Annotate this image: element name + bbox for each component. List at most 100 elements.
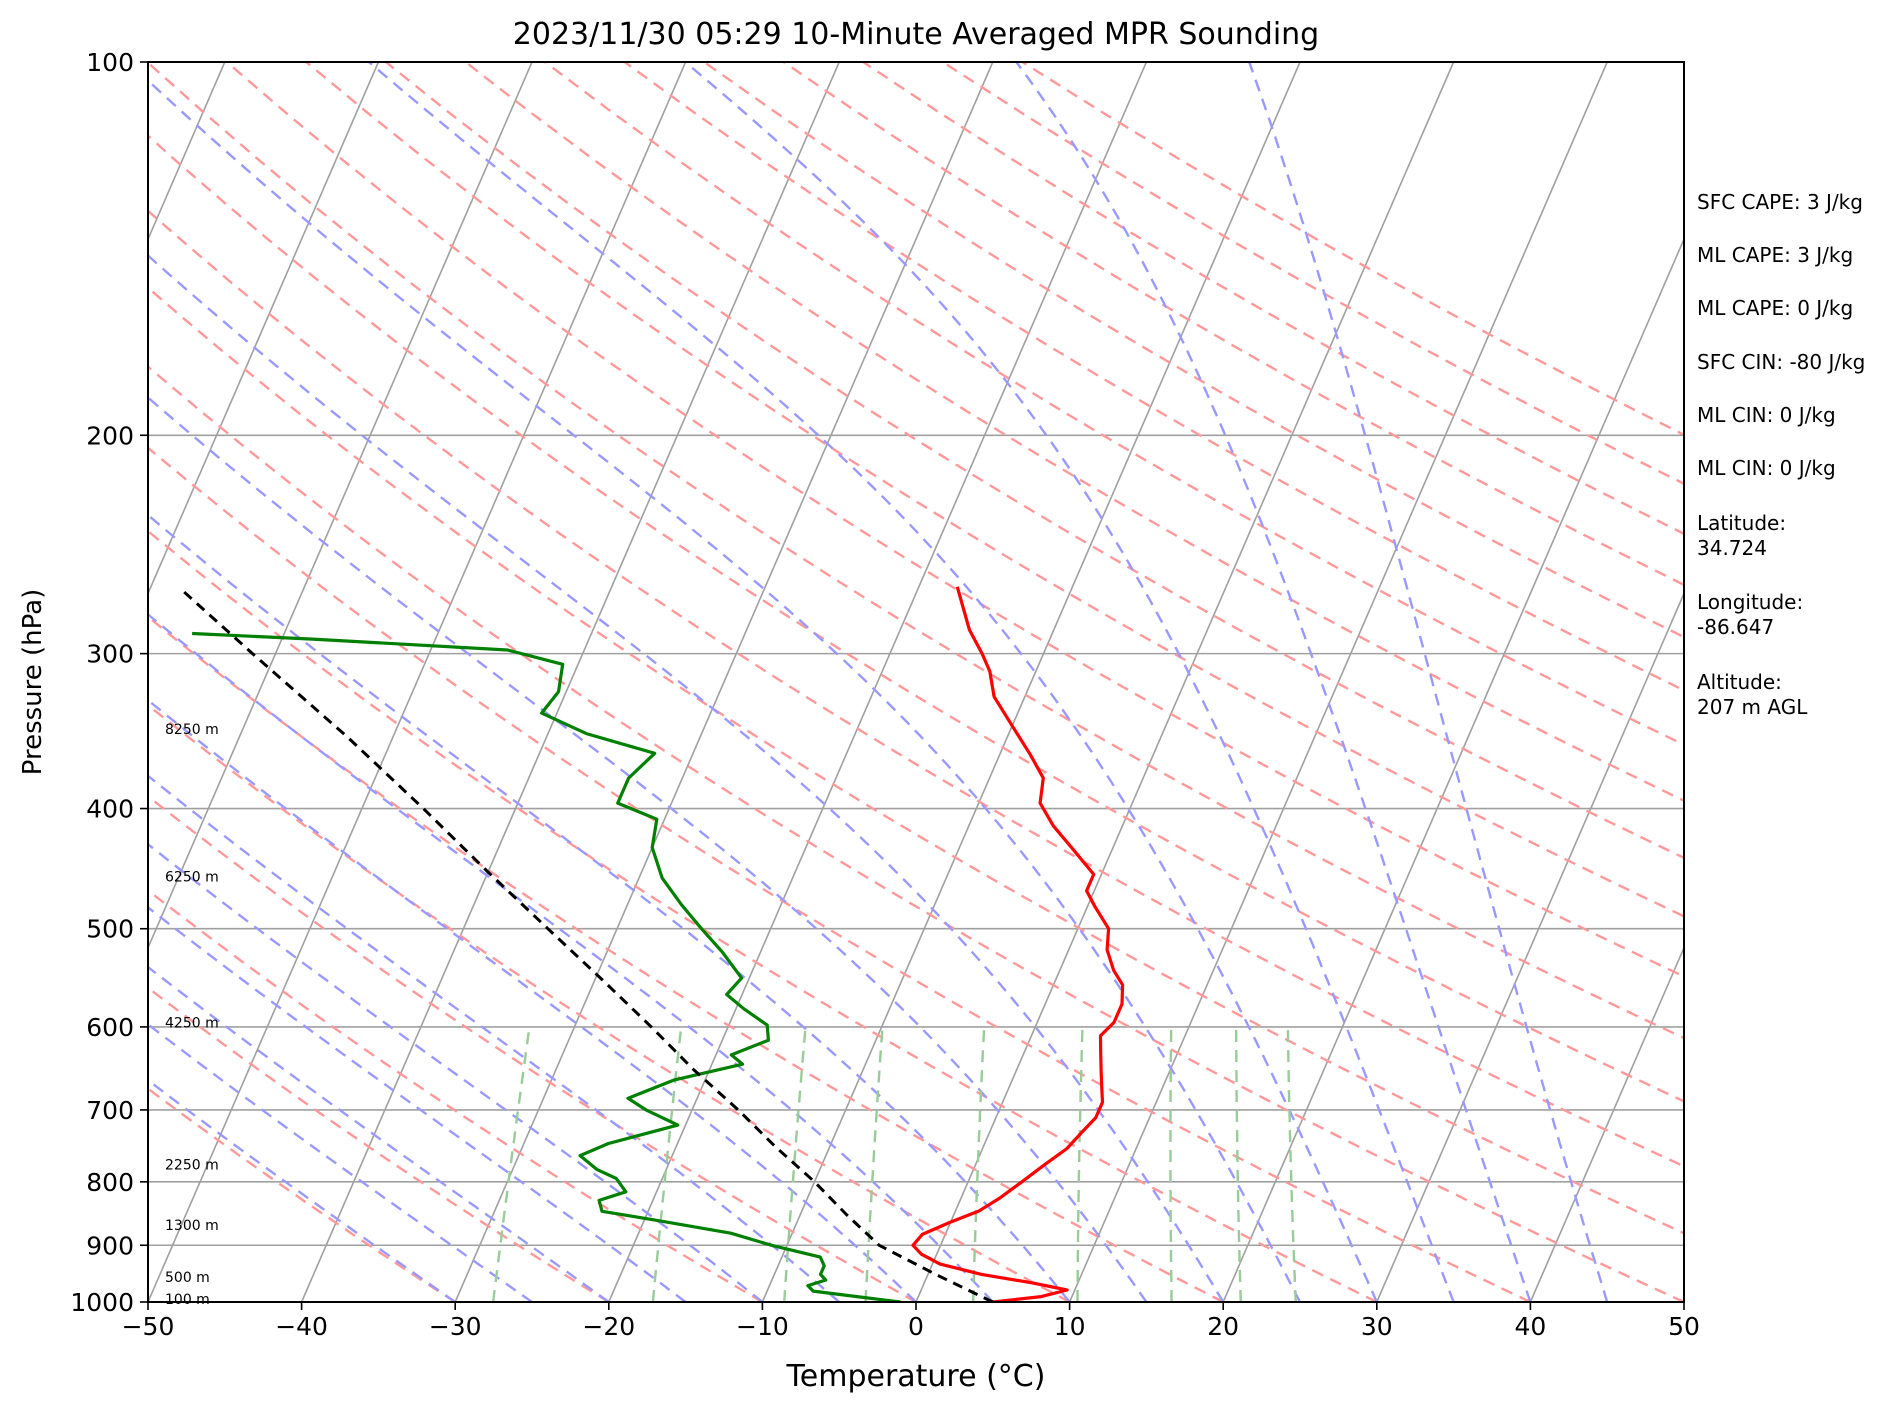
moist-adiabat-line bbox=[148, 395, 1148, 1302]
moist-adiabat-line bbox=[148, 253, 1225, 1302]
y-tick-label: 400 bbox=[86, 795, 134, 824]
dry-adiabat-line bbox=[148, 286, 1684, 1235]
mixing-ratio-line bbox=[972, 1026, 986, 1302]
height-label: 4250 m bbox=[165, 1015, 219, 1031]
chart-title: 2023/11/30 05:29 10-Minute Averaged MPR … bbox=[513, 17, 1319, 52]
ml-cin-readout: ML CIN: 0 J/kg bbox=[1697, 403, 1836, 427]
moist-adiabat-line bbox=[148, 965, 610, 1302]
dry-adiabat-line bbox=[148, 134, 1684, 1103]
y-tick-label: 700 bbox=[86, 1096, 134, 1125]
moist-adiabat-line bbox=[148, 842, 764, 1302]
height-label: 6250 m bbox=[165, 870, 219, 886]
x-axis-ticks: −50 −40 −30 −20 −10 0 10 20 30 40 50 bbox=[122, 1302, 1700, 1341]
dry-adiabat-line bbox=[148, 209, 1684, 1168]
height-label: 500 m bbox=[165, 1270, 210, 1286]
mixing-ratio-line bbox=[1169, 1026, 1173, 1302]
moist-adiabat-line bbox=[148, 78, 1302, 1302]
moist-adiabat-line bbox=[148, 698, 917, 1302]
x-tick-label: −40 bbox=[275, 1312, 328, 1341]
x-tick-label: 10 bbox=[1054, 1312, 1086, 1341]
y-tick-label: 600 bbox=[86, 1013, 134, 1042]
mixing-ratio-line bbox=[1286, 1026, 1297, 1302]
x-tick-label: −30 bbox=[429, 1312, 482, 1341]
isotherm-line bbox=[761, 62, 1301, 1302]
moist-adiabat-line bbox=[148, 905, 687, 1302]
y-tick-label: 800 bbox=[86, 1168, 134, 1197]
x-axis-label: Temperature (°C) bbox=[786, 1359, 1046, 1394]
height-labels: 8250 m 6250 m 4250 m 2250 m 1300 m 500 m 100 m bbox=[165, 722, 219, 1308]
dry-adiabat-line bbox=[148, 62, 1684, 1040]
dry-adiabat-line bbox=[226, 62, 1684, 978]
background-grid bbox=[148, 62, 1684, 1302]
parcel-path-trace bbox=[179, 587, 994, 1302]
dewpoint-trace bbox=[192, 631, 901, 1302]
mu-cape-readout: ML CAPE: 0 J/kg bbox=[1697, 296, 1854, 320]
x-tick-label: 0 bbox=[908, 1312, 924, 1341]
isotherm-line bbox=[148, 62, 687, 1302]
height-label: 1300 m bbox=[165, 1218, 219, 1234]
temperature-trace bbox=[911, 586, 1125, 1302]
mixing-ratio-line bbox=[1076, 1026, 1084, 1302]
dry-adiabat-line bbox=[148, 446, 1531, 1302]
mixing-ratio-line bbox=[491, 1026, 531, 1302]
isotherm-line bbox=[148, 62, 533, 950]
moist-adiabat-line bbox=[148, 774, 840, 1302]
dry-adiabat-line bbox=[148, 615, 1224, 1302]
height-label: 2250 m bbox=[165, 1158, 219, 1174]
y-axis-label: Pressure (hPa) bbox=[18, 589, 48, 776]
mixing-ratio-line bbox=[864, 1026, 884, 1302]
isotherm-line bbox=[1068, 62, 1608, 1302]
height-label: 8250 m bbox=[165, 722, 219, 738]
moist-adiabat-line bbox=[148, 1078, 456, 1302]
dry-adiabat-line bbox=[148, 986, 610, 1302]
y-axis-ticks: 100 200 300 400 500 600 700 800 900 1000 bbox=[70, 48, 148, 1317]
dry-adiabat-line bbox=[544, 62, 1684, 747]
x-tick-label: 50 bbox=[1668, 1312, 1700, 1341]
isotherm-line bbox=[1376, 591, 1684, 1302]
height-label: 100 m bbox=[165, 1292, 210, 1308]
isotherm-line bbox=[300, 62, 840, 1302]
dry-adiabat-line bbox=[148, 365, 1684, 1302]
longitude-readout: Longitude: -86.647 bbox=[1697, 590, 1804, 639]
sfc-cape-readout: SFC CAPE: 3 J/kg bbox=[1697, 190, 1863, 214]
mu-cin-readout: ML CIN: 0 J/kg bbox=[1697, 456, 1836, 480]
dry-adiabat-line bbox=[464, 62, 1684, 802]
isotherm-line bbox=[915, 62, 1455, 1302]
mixing-ratio-line bbox=[783, 1026, 807, 1302]
y-tick-label: 500 bbox=[86, 915, 134, 944]
x-tick-label: 20 bbox=[1207, 1312, 1239, 1341]
dry-adiabat-line bbox=[148, 794, 917, 1302]
x-tick-label: −10 bbox=[736, 1312, 789, 1341]
mixing-ratio-line bbox=[651, 1026, 683, 1302]
x-tick-label: 40 bbox=[1514, 1312, 1546, 1341]
ml-cape-readout: ML CAPE: 3 J/kg bbox=[1697, 243, 1854, 267]
isotherm-line bbox=[454, 62, 994, 1302]
moist-adiabat-line bbox=[368, 62, 1378, 1302]
x-tick-label: −50 bbox=[122, 1312, 175, 1341]
isotherm-line bbox=[148, 62, 380, 596]
latitude-readout: Latitude: 34.724 bbox=[1697, 511, 1787, 560]
y-tick-label: 100 bbox=[86, 48, 134, 77]
isotherm-line bbox=[608, 62, 1148, 1302]
moist-adiabat-line bbox=[1015, 62, 1532, 1302]
mixing-ratio-line bbox=[1235, 1026, 1242, 1302]
sfc-cin-readout: SFC CIN: -80 J/kg bbox=[1697, 350, 1866, 374]
sounding-traces bbox=[179, 586, 1125, 1302]
moist-adiabat-line bbox=[1248, 62, 1609, 1302]
y-tick-label: 300 bbox=[86, 640, 134, 669]
y-tick-label: 900 bbox=[86, 1231, 134, 1260]
moist-adiabat-line bbox=[684, 62, 1455, 1302]
dry-adiabat-line bbox=[148, 1087, 456, 1302]
isotherm-line bbox=[1529, 945, 1684, 1302]
isotherm-line bbox=[1222, 237, 1684, 1302]
y-tick-label: 200 bbox=[86, 421, 134, 450]
dry-adiabat-line bbox=[305, 62, 1684, 918]
x-tick-label: 30 bbox=[1361, 1312, 1393, 1341]
altitude-readout: Altitude: 207 m AGL bbox=[1697, 670, 1808, 719]
moist-adiabat-line bbox=[148, 1022, 533, 1302]
dry-adiabat-line bbox=[783, 62, 1684, 587]
y-tick-label: 1000 bbox=[70, 1288, 134, 1317]
moist-adiabat-line bbox=[148, 612, 994, 1302]
moist-adiabat-line bbox=[148, 513, 1071, 1302]
